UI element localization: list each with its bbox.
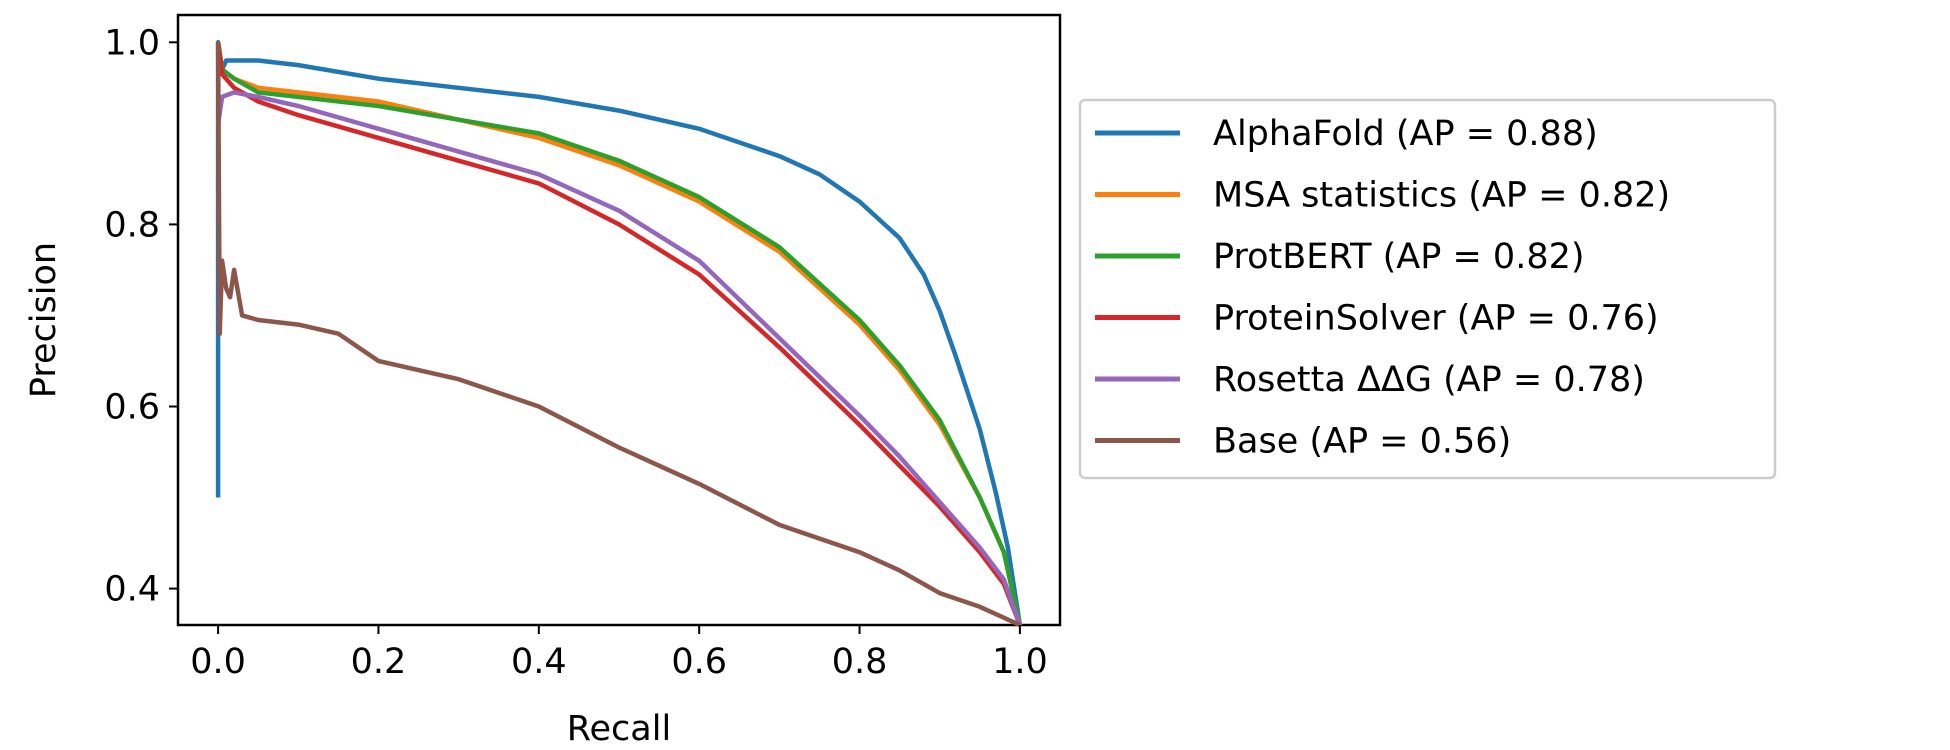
- series-line-5: [215, 42, 1021, 628]
- legend-label: Base (AP = 0.56): [1213, 422, 1511, 462]
- axes-frame: [176, 13, 1062, 627]
- legend-label: ProteinSolver (AP = 0.76): [1213, 299, 1659, 339]
- series-line-0: [215, 40, 1023, 626]
- y-tick-label: 1.0: [104, 23, 160, 63]
- legend-item: AlphaFold (AP = 0.88): [1095, 114, 1598, 154]
- legend: AlphaFold (AP = 0.88) MSA statistics (AP …: [1078, 98, 1777, 480]
- x-tick-label: 0.2: [351, 642, 407, 682]
- x-tick-label: 0.4: [511, 642, 567, 682]
- legend-items: AlphaFold (AP = 0.88) MSA statistics (AP …: [1095, 114, 1670, 462]
- series-line-2: [215, 41, 1023, 626]
- x-tick-label: 0.8: [832, 642, 888, 682]
- x-tick-label: 0.0: [190, 642, 246, 682]
- legend-label: ProtBERT (AP = 0.82): [1213, 237, 1585, 277]
- y-axis-label: Precision: [24, 242, 64, 398]
- legend-label: Rosetta ΔΔG (AP = 0.78): [1213, 360, 1645, 400]
- legend-label: MSA statistics (AP = 0.82): [1213, 176, 1670, 216]
- legend-item: MSA statistics (AP = 0.82): [1095, 176, 1670, 216]
- x-tick-label: 0.6: [671, 642, 727, 682]
- legend-label: AlphaFold (AP = 0.88): [1213, 114, 1598, 154]
- series-line-4: [215, 90, 1023, 626]
- series-layer: [215, 40, 1023, 628]
- legend-item: ProteinSolver (AP = 0.76): [1095, 299, 1659, 339]
- plot-area: 0.0 0.2 0.4 0.6 0.8 1.0 0.4 0.6 0.8 1.0: [104, 13, 1062, 682]
- ticks-layer: 0.0 0.2 0.4 0.6 0.8 1.0 0.4 0.6 0.8 1.0: [104, 23, 1047, 682]
- x-tick-label: 1.0: [992, 642, 1048, 682]
- legend-box: [1078, 98, 1777, 480]
- legend-item: Rosetta ΔΔG (AP = 0.78): [1095, 360, 1645, 400]
- y-tick-label: 0.4: [104, 570, 160, 610]
- legend-item: ProtBERT (AP = 0.82): [1095, 237, 1585, 277]
- y-tick-label: 0.6: [104, 387, 160, 427]
- legend-item: Base (AP = 0.56): [1095, 422, 1511, 462]
- x-axis-label: Recall: [567, 709, 671, 749]
- y-tick-label: 0.8: [104, 205, 160, 245]
